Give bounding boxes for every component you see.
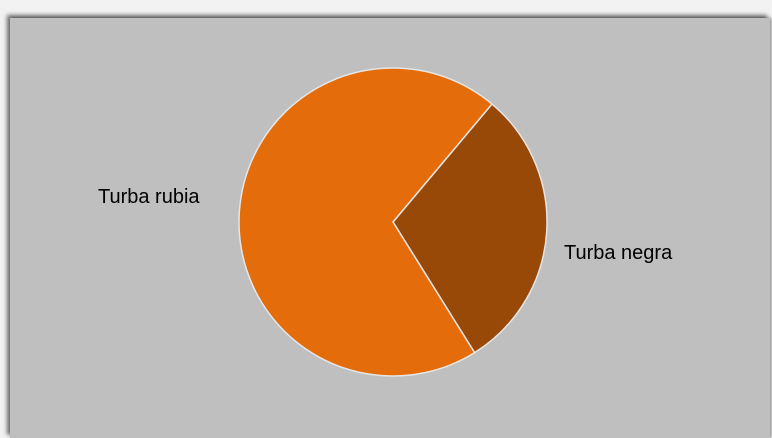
slice-label-turba-rubia: Turba rubia	[98, 186, 200, 208]
slice-label-turba-negra: Turba negra	[564, 242, 673, 264]
pie-slice-turba-negra	[392, 102, 548, 354]
pie-chart: Turba rubia Turba negra	[98, 67, 673, 377]
pie-slice-turba-rubia	[238, 67, 494, 377]
